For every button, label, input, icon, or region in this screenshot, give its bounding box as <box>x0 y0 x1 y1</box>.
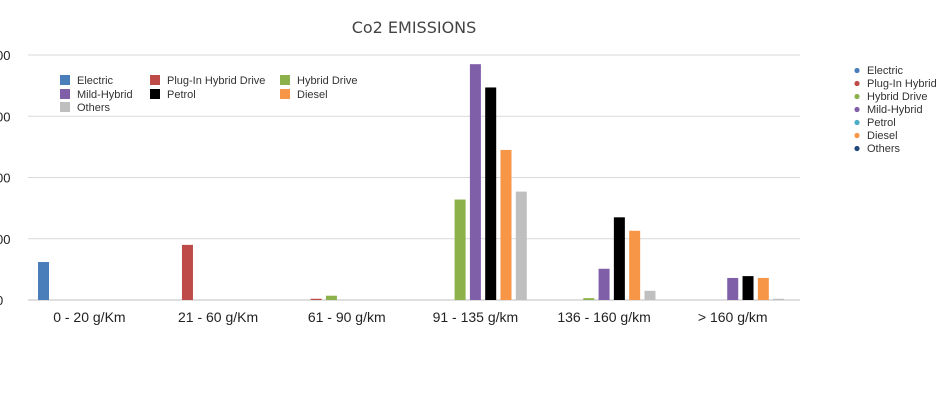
legend-swatch <box>60 89 70 99</box>
legend-swatch <box>60 102 70 112</box>
bar-hybrid-drive <box>583 298 595 300</box>
legend-label: Others <box>867 143 901 155</box>
bar-mild-hybrid <box>727 277 739 300</box>
legend-label: Mild-Hybrid <box>867 104 923 116</box>
bar-petrol <box>742 276 754 300</box>
bar-plug-in-hybrid-drive <box>310 298 322 300</box>
legend-swatch <box>280 89 290 99</box>
legend-label: Petrol <box>167 89 196 101</box>
bar-diesel <box>629 230 641 300</box>
x-tick-label: 0 - 20 g/Km <box>53 309 125 325</box>
bar-petrol <box>485 87 497 301</box>
x-tick-label: 91 - 135 g/km <box>433 309 519 325</box>
legend-dot <box>854 119 860 126</box>
y-tick-label: 00 <box>0 232 10 247</box>
legend-dot <box>854 145 860 152</box>
x-tick-label: > 160 g/km <box>698 309 768 325</box>
legend-label: Electric <box>867 65 904 77</box>
y-axis-ticks: 000000000 <box>0 48 10 308</box>
bar-petrol <box>613 217 625 300</box>
bar-diesel <box>757 277 769 300</box>
legend-dot <box>854 67 860 74</box>
y-tick-label: 0 <box>0 293 3 308</box>
legend-label: Diesel <box>867 130 898 142</box>
legend-label: Electric <box>77 75 114 87</box>
bar-mild-hybrid <box>469 64 481 300</box>
legend-label: Plug-In Hybrid Drive <box>167 75 265 87</box>
bar-hybrid-drive <box>325 295 337 300</box>
y-tick-label: 00 <box>0 48 10 63</box>
legend-dot <box>854 93 860 100</box>
legend-dot <box>854 132 860 139</box>
bar-electric <box>38 262 49 300</box>
bar-diesel <box>500 149 512 300</box>
legend-label: Others <box>77 102 111 114</box>
bar-mild-hybrid <box>598 268 610 300</box>
bar-others <box>644 290 656 300</box>
legend-label: Mild-Hybrid <box>77 89 133 101</box>
x-axis-ticks: 0 - 20 g/Km 21 - 60 g/Km 61 - 90 g/km 91 - … <box>53 309 767 325</box>
legend-inner: Electric Plug-In Hybrid Drive Hybrid Drive… <box>60 75 358 114</box>
bar-hybrid-drive <box>454 199 466 300</box>
bar-others <box>773 298 785 300</box>
chart-title: Co2 EMISSIONS <box>352 18 477 37</box>
y-tick-label: 00 <box>0 109 10 124</box>
legend-swatch <box>60 75 70 85</box>
x-tick-label: 21 - 60 g/Km <box>178 309 258 325</box>
legend-label: Hybrid Drive <box>297 75 358 87</box>
y-tick-label: 00 <box>0 171 10 186</box>
legend-dot <box>854 106 860 113</box>
x-tick-label: 136 - 160 g/km <box>557 309 650 325</box>
gridlines <box>28 54 800 301</box>
bars-group <box>38 64 785 301</box>
legend-swatch <box>150 89 160 99</box>
legend-label: Petrol <box>867 117 896 129</box>
x-tick-label: 61 - 90 g/km <box>308 309 386 325</box>
legend-label: Plug-In Hybrid <box>867 78 937 90</box>
legend-dot <box>854 80 860 87</box>
legend-swatch <box>150 75 160 85</box>
bar-plug-in-hybrid-drive <box>181 244 193 300</box>
legend-label: Hybrid Drive <box>867 91 928 103</box>
legend-label: Diesel <box>297 89 328 101</box>
legend-swatch <box>280 75 290 85</box>
bar-others <box>515 191 527 300</box>
